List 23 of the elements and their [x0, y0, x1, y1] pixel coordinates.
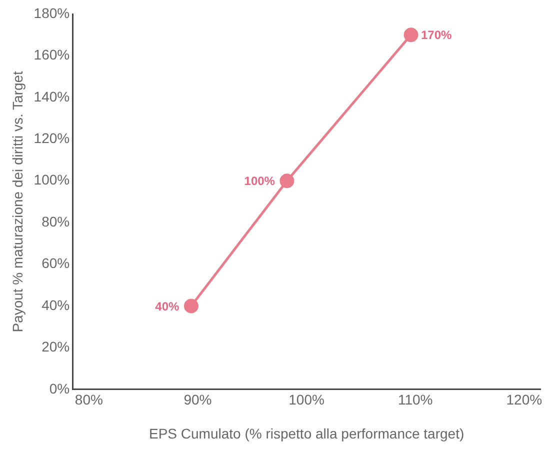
data-label: 100%: [244, 174, 276, 188]
x-tick-label: 90%: [184, 392, 212, 408]
point: [280, 174, 294, 188]
x-tick-label: 110%: [398, 392, 433, 408]
y-tick-label: 0%: [49, 380, 70, 396]
y-tick-label: 80%: [42, 213, 70, 230]
y-tick-label: 40%: [42, 296, 70, 313]
y-tick-label: 140%: [34, 88, 70, 104]
x-axis-title: EPS Cumulato (% rispetto alla performance target): [148, 425, 464, 442]
data-label: 40%: [155, 299, 180, 314]
point: [184, 298, 198, 314]
x-tick-label: 120%: [506, 392, 542, 408]
y-tick-label: 20%: [42, 338, 70, 355]
y-tick-label: 60%: [42, 255, 70, 272]
x-tick-label: 80%: [74, 392, 103, 408]
x-tick-label: 100%: [288, 392, 324, 408]
data-label: 170%: [421, 28, 452, 42]
y-tick-label: 180%: [34, 4, 70, 21]
y-axis-title: Payout % maturazione dei diritti vs. Target: [9, 70, 26, 332]
y-tick-label: 100%: [34, 172, 70, 188]
point: [404, 28, 418, 42]
y-tick-label: 120%: [34, 130, 70, 146]
y-tick-label: 160%: [34, 46, 70, 63]
